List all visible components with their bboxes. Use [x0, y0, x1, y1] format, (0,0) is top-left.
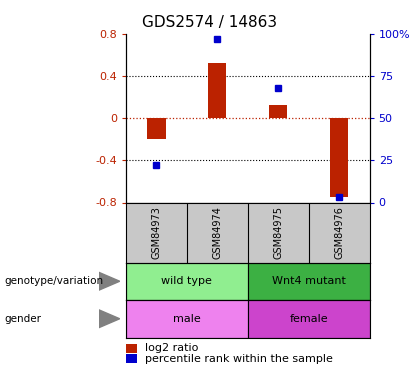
Bar [126, 300, 248, 338]
Text: male: male [173, 314, 201, 324]
Bar [269, 105, 287, 118]
Text: GDS2574 / 14863: GDS2574 / 14863 [142, 15, 278, 30]
Text: Wnt4 mutant: Wnt4 mutant [272, 276, 346, 286]
Text: female: female [289, 314, 328, 324]
Polygon shape [99, 310, 120, 328]
Bar [147, 118, 165, 139]
Bar [126, 262, 248, 300]
Text: GSM84973: GSM84973 [152, 206, 161, 259]
Polygon shape [99, 272, 120, 290]
Text: GSM84976: GSM84976 [334, 206, 344, 259]
Bar [248, 300, 370, 338]
Text: GSM84975: GSM84975 [273, 206, 283, 259]
Text: wild type: wild type [161, 276, 213, 286]
Text: GSM84974: GSM84974 [213, 206, 222, 259]
Bar [208, 63, 226, 118]
Text: genotype/variation: genotype/variation [4, 276, 103, 286]
Bar [248, 262, 370, 300]
Text: percentile rank within the sample: percentile rank within the sample [145, 354, 333, 363]
Bar [330, 118, 348, 197]
Text: log2 ratio: log2 ratio [145, 344, 198, 353]
Text: gender: gender [4, 314, 41, 324]
